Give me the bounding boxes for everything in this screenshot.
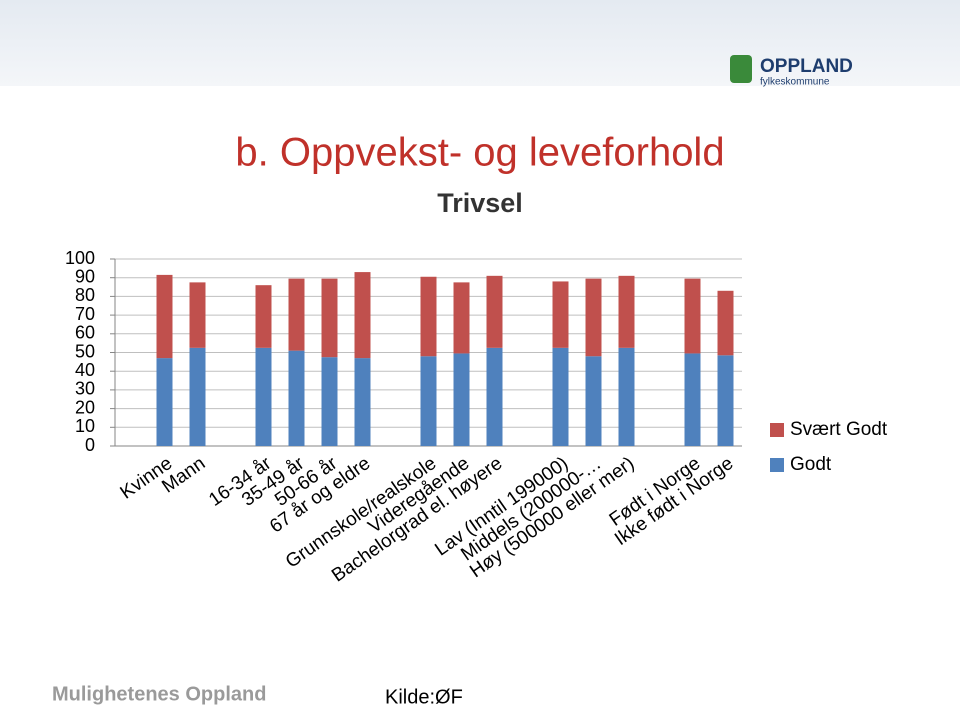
y-tick-label: 60: [75, 323, 95, 343]
bar-segment: [486, 347, 503, 446]
bar-segment: [255, 285, 272, 348]
y-tick-label: 30: [75, 379, 95, 399]
bar-segment: [585, 278, 602, 357]
bar-segment: [618, 347, 635, 446]
bar-segment: [288, 278, 305, 351]
bar-segment: [618, 275, 635, 348]
y-tick-label: 70: [75, 304, 95, 324]
legend-swatch: [770, 423, 784, 437]
bar-segment: [717, 290, 734, 356]
y-tick-label: 90: [75, 266, 95, 286]
source-text: Kilde:ØF: [385, 686, 463, 708]
bar-segment: [684, 353, 701, 446]
bar-segment: [189, 347, 206, 446]
logo-icon: [730, 55, 752, 83]
bar-segment: [585, 356, 602, 446]
bar-segment: [420, 276, 437, 357]
y-tick-label: 20: [75, 397, 95, 417]
bar-segment: [552, 347, 569, 446]
bar-segment: [453, 353, 470, 446]
legend-label: Svært Godt: [790, 419, 888, 440]
y-tick-label: 10: [75, 416, 95, 436]
footer-text: Mulighetenes Oppland: [52, 683, 266, 705]
bar-segment: [288, 350, 305, 446]
slide-title: b. Oppvekst- og leveforhold: [235, 131, 724, 175]
logo-sub: fylkeskommune: [760, 77, 830, 88]
bar-segment: [189, 282, 206, 348]
bar-segment: [321, 278, 338, 358]
bar-segment: [321, 357, 338, 446]
bar-segment: [156, 358, 173, 446]
bar-segment: [255, 347, 272, 446]
bar-segment: [156, 274, 173, 359]
y-tick-label: 0: [85, 435, 95, 455]
bar-segment: [684, 278, 701, 354]
bar-segment: [552, 281, 569, 348]
y-tick-label: 80: [75, 285, 95, 305]
y-tick-label: 100: [65, 248, 95, 268]
y-tick-label: 50: [75, 341, 95, 361]
y-tick-label: 40: [75, 360, 95, 380]
chart-title: Trivsel: [437, 188, 523, 218]
bar-segment: [717, 355, 734, 446]
bar-segment: [420, 356, 437, 446]
bar-segment: [354, 358, 371, 446]
bar-segment: [453, 282, 470, 354]
header-band: [0, 0, 960, 86]
bar-segment: [354, 272, 371, 359]
legend-swatch: [770, 458, 784, 472]
logo-name: OPPLAND: [760, 56, 853, 77]
bar-segment: [486, 275, 503, 348]
legend-label: Godt: [790, 454, 832, 475]
